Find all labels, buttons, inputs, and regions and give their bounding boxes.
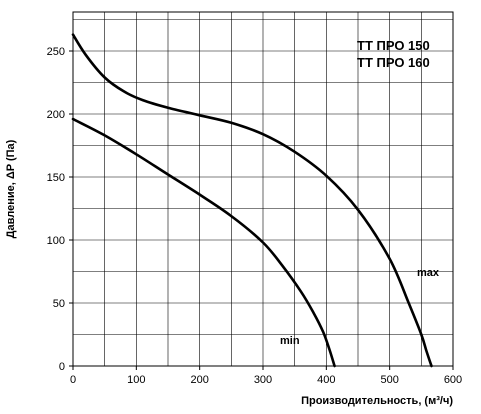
x-axis-ticks: 0 100 200 300 400 500 600 (70, 366, 462, 386)
x-tick-label: 0 (70, 374, 76, 386)
curves (71, 33, 433, 368)
x-tick-label: 100 (127, 374, 145, 386)
chart-title-line-2: TT ПРО 160 (357, 55, 430, 70)
y-tick-label: 150 (47, 172, 65, 184)
y-tick-label: 250 (47, 46, 65, 58)
x-tick-label: 200 (190, 374, 208, 386)
series-label-min: min (280, 335, 300, 347)
grid (73, 12, 453, 366)
x-tick-label: 500 (380, 374, 398, 386)
y-axis-label: Давление, ΔP (Па) (5, 139, 17, 238)
x-tick-label: 600 (444, 374, 462, 386)
series-line-max (71, 33, 433, 368)
chart-title-line-1: TT ПРО 150 (357, 38, 430, 53)
y-tick-label: 200 (47, 109, 65, 121)
x-axis-label: Производительность, (м³/ч) (301, 395, 453, 407)
y-axis-ticks: 0 50 100 150 200 250 (47, 46, 73, 373)
x-tick-label: 300 (254, 374, 272, 386)
x-tick-label: 400 (317, 374, 335, 386)
series-line-min (71, 117, 336, 368)
series-label-max: max (417, 267, 440, 279)
y-tick-label: 100 (47, 235, 65, 247)
y-tick-label: 50 (53, 298, 65, 310)
y-tick-label: 0 (59, 361, 65, 373)
